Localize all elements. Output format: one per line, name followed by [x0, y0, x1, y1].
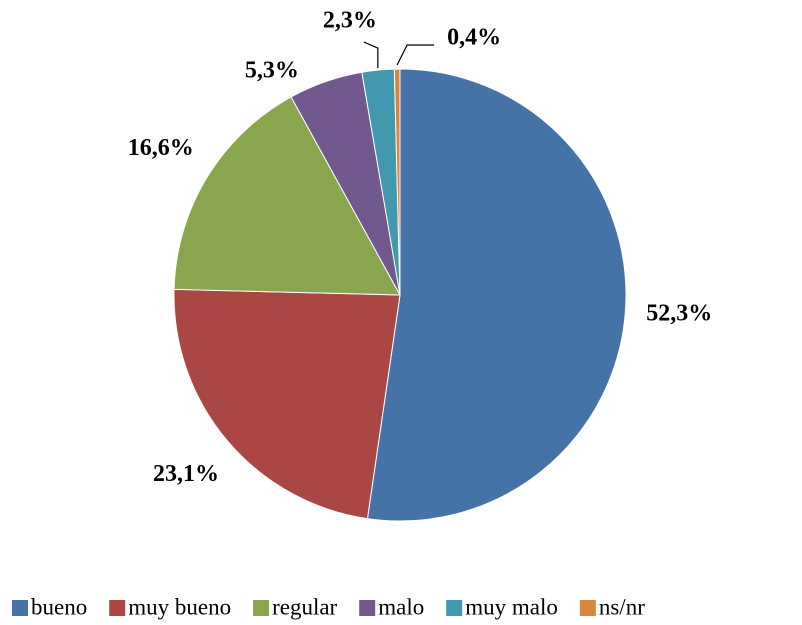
data-label: 23,1%: [153, 461, 219, 487]
pie-slice: [366, 68, 627, 522]
data-label: 5,3%: [245, 58, 299, 84]
legend-swatch: [446, 600, 463, 616]
leader-line: [363, 41, 379, 69]
legend-label: muy bueno: [128, 594, 231, 619]
pie-slice: [173, 288, 401, 520]
legend-label: malo: [378, 594, 424, 619]
pie-slice: [393, 68, 401, 296]
legend-swatch: [109, 600, 126, 616]
leader-line: [396, 44, 435, 66]
legend-label: regular: [272, 594, 337, 619]
legend-label: bueno: [31, 594, 87, 619]
legend-swatch: [359, 600, 376, 616]
data-label: 2,3%: [323, 8, 377, 34]
legend-label: ns/nr: [599, 594, 645, 619]
pie-slice: [173, 96, 401, 296]
legend-swatch: [253, 600, 270, 616]
data-label: 0,4%: [447, 25, 501, 51]
legend-label: muy malo: [465, 594, 558, 619]
data-label: 52,3%: [646, 301, 712, 327]
data-label: 16,6%: [128, 135, 194, 161]
legend-swatch: [12, 600, 28, 616]
legend-swatch: [579, 600, 596, 616]
